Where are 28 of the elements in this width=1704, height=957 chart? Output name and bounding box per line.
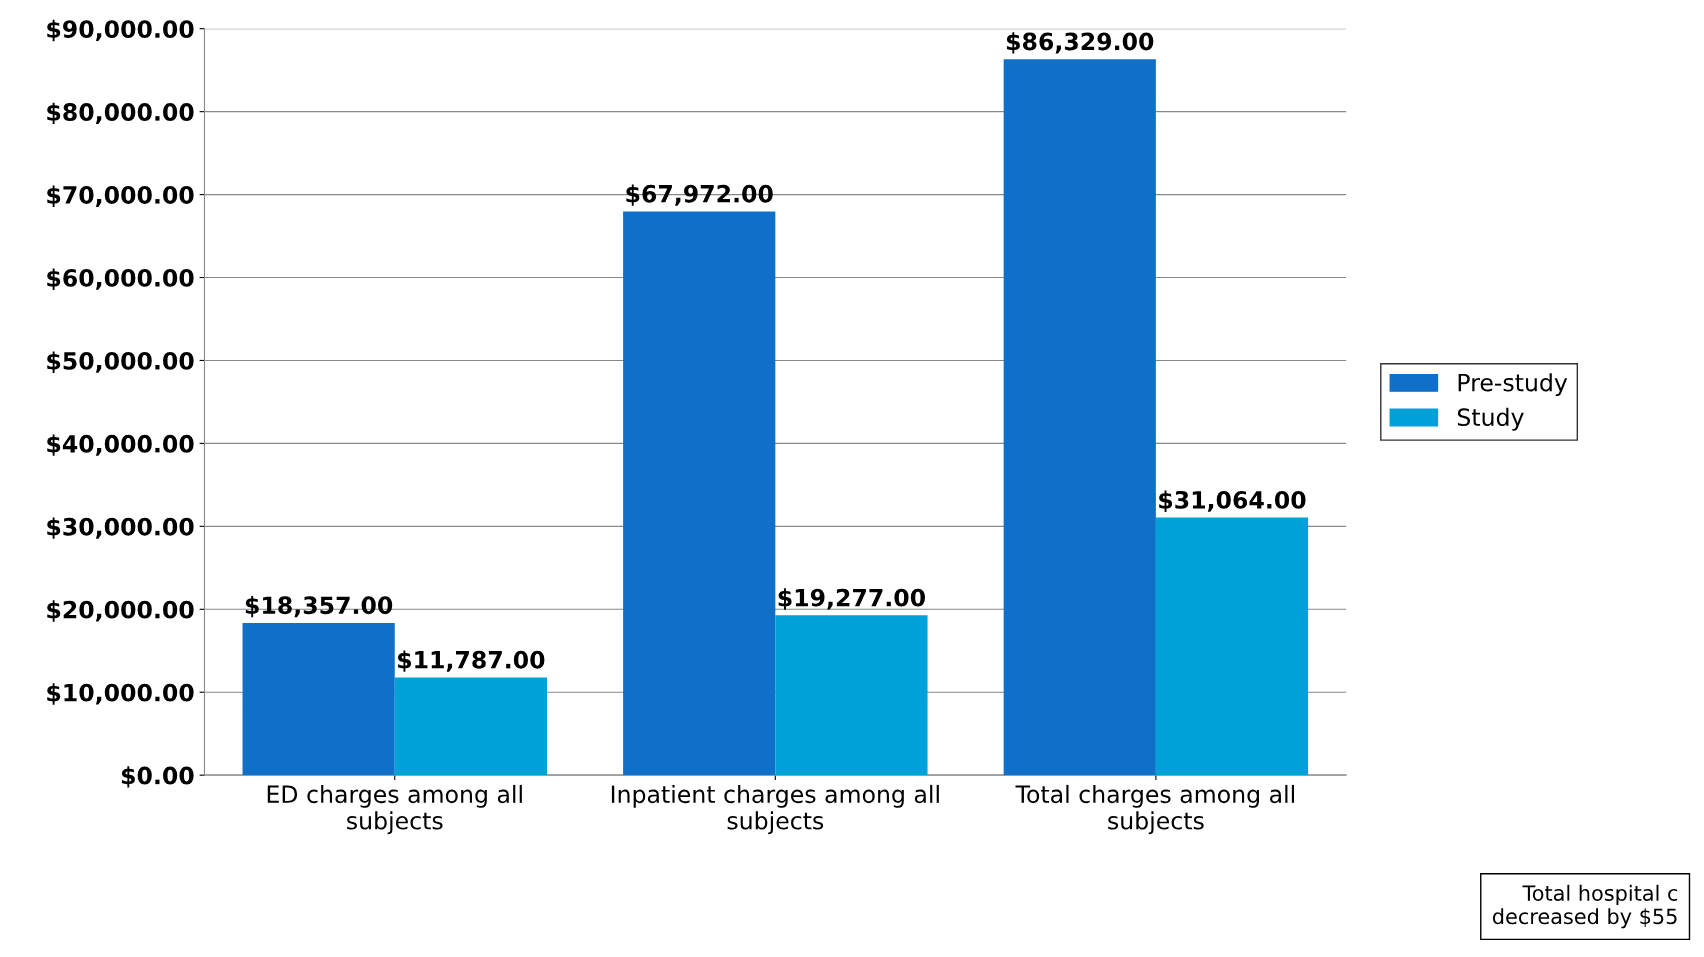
y-tick-label: $90,000.00 [47, 19, 194, 42]
data-label: $11,787.00 [398, 650, 545, 672]
bar [242, 622, 395, 776]
bar [1155, 517, 1309, 776]
data-label: $18,357.00 [245, 595, 393, 618]
y-tick-label: $80,000.00 [47, 102, 194, 125]
y-tick-label: $30,000.00 [47, 517, 194, 539]
bar [1003, 59, 1156, 776]
y-tick-label: $20,000.00 [47, 600, 194, 622]
data-label: $31,064.00 [1159, 490, 1306, 512]
text: Total hospital c decreased by $55 [1492, 884, 1678, 929]
data-label: $67,972.00 [626, 184, 773, 206]
legend-label: Study [1457, 407, 1524, 431]
y-tick-label: $60,000.00 [47, 268, 194, 290]
y-tick-label: $0.00 [121, 766, 194, 788]
y-tick-label: $50,000.00 [47, 351, 194, 373]
y-tick-label: $40,000.00 [47, 434, 194, 456]
bar [775, 615, 928, 776]
y-tick-label: $70,000.00 [47, 185, 194, 208]
y-tick-label: $10,000.00 [47, 683, 194, 705]
data-label: $19,277.00 [778, 588, 925, 610]
legend-label: Pre-study [1458, 373, 1568, 397]
data-label: $86,329.00 [1006, 32, 1154, 54]
bar [394, 677, 547, 776]
x-tick-label: Total charges among all subjects [1015, 784, 1294, 835]
x-tick-label: ED charges among all subjects [267, 784, 522, 835]
x-tick-label: Inpatient charges among all subjects [611, 784, 939, 835]
bar [623, 211, 776, 776]
